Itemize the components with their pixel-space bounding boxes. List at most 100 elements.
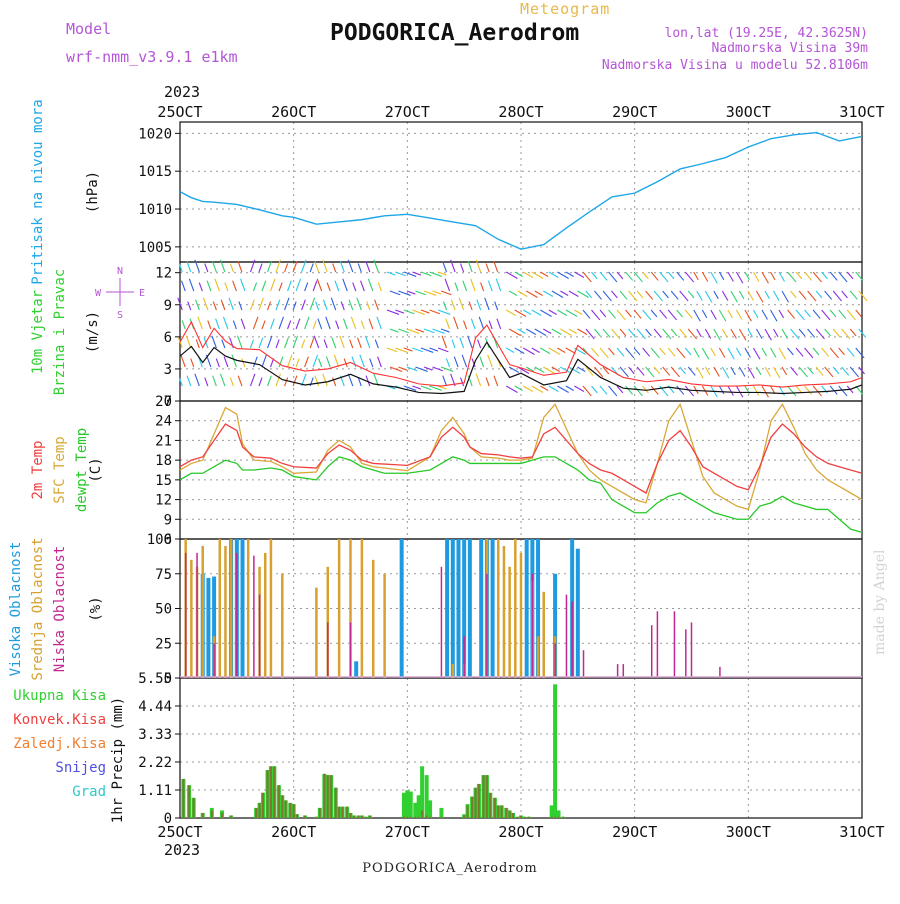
wind-barb (403, 385, 417, 391)
cloud-low-bar (656, 611, 659, 678)
y-tick-label: 21 (155, 433, 172, 449)
wind-barb (314, 261, 320, 273)
y-tick-label: 3 (164, 362, 172, 378)
precip-conv-bar (485, 775, 488, 818)
wind-barb (565, 271, 574, 277)
wind-barb (684, 309, 693, 319)
wind-barb (365, 261, 371, 273)
y-tick-label: 0 (164, 394, 172, 410)
wind-barb (187, 301, 192, 311)
wind-barb (701, 309, 708, 319)
wind-barb (236, 335, 243, 349)
precip-conv-bar (429, 816, 432, 818)
wind-barb (231, 354, 237, 368)
wind-barb (415, 366, 428, 372)
wind-barb (761, 347, 767, 357)
cloud-mid-bar (371, 559, 375, 678)
wind-barb (368, 318, 374, 330)
wind-barb (186, 261, 192, 273)
wind-barb (696, 290, 703, 301)
wind-barb (357, 263, 362, 273)
wind-barb (704, 366, 711, 376)
wind-barb (718, 385, 725, 395)
wind-barb (525, 366, 535, 372)
wind-barb (177, 337, 183, 349)
wind-barb (301, 299, 306, 311)
precip-conv-bar (318, 807, 321, 818)
wind-barb (462, 280, 468, 292)
wind-barb (798, 290, 807, 300)
wind-barb (684, 385, 695, 397)
y-tick-label: 1010 (138, 202, 172, 218)
wind-barb (582, 271, 592, 283)
wind-barb (608, 271, 618, 283)
wind-barb (423, 290, 437, 296)
wind-barb (398, 366, 408, 371)
wind-barb (582, 309, 591, 319)
y-tick-label: 0 (164, 811, 172, 827)
wind-barb (804, 271, 813, 281)
wind-barb (676, 347, 686, 359)
wind-barb (301, 259, 307, 273)
precip-conv-bar (466, 805, 469, 818)
wind-barb (350, 316, 357, 330)
wind-barb (557, 385, 569, 393)
cloud-mid-bar (502, 545, 506, 678)
wind-barb (440, 328, 450, 333)
wind-axis-subtitle: Brzina i Pravac (52, 269, 68, 395)
wind-barb (744, 309, 752, 322)
wind-barb (322, 259, 328, 273)
wind-barb (287, 354, 293, 368)
wind-barb (787, 309, 796, 319)
wind-barb (343, 358, 348, 368)
wind-barb (258, 263, 263, 273)
cloud-low-bar (258, 594, 261, 678)
wind-barb (339, 335, 345, 349)
precip-conv-bar (201, 812, 204, 818)
precip-conv-bar (304, 815, 307, 818)
wind-barb (374, 299, 379, 311)
footer-title: PODGORICA_Aerodrom (362, 861, 538, 876)
wind-barb (406, 366, 418, 372)
wind-barb (258, 377, 263, 387)
cloud-low-axis-title: Niska Oblacnost (52, 546, 68, 672)
cloud-unit-label: (%) (88, 596, 104, 621)
precip-legend-item: Zaledj.Kisa (13, 736, 106, 752)
wind-barb (301, 339, 306, 349)
y-tick-label: 6 (164, 330, 172, 346)
wind-barb (412, 309, 425, 315)
wind-barb (312, 354, 319, 368)
precip-conv-bar (357, 815, 360, 818)
precip-conv-bar (557, 816, 560, 818)
cloud-high-bar (450, 539, 455, 678)
cloud-low-bar (571, 601, 573, 678)
wind-barb (185, 335, 192, 349)
wind-barb (178, 377, 183, 387)
wind-barb (534, 290, 543, 296)
wind-barb (475, 259, 482, 273)
wind-barb (493, 375, 499, 387)
wind-barb (453, 356, 459, 368)
compass-icon: N S E W (95, 266, 145, 321)
wind-barb (636, 366, 645, 376)
wind-barb (517, 366, 530, 374)
wind-barb (662, 366, 671, 376)
wind-barb (642, 309, 652, 321)
wind-barb (534, 328, 547, 336)
wind-barb (841, 328, 851, 340)
wind-barb (480, 282, 485, 292)
precip-legend-item: Grad (72, 784, 106, 800)
wind-barb (574, 309, 583, 315)
wind-barb (211, 335, 217, 349)
temp-unit-label: (C) (88, 457, 104, 482)
wind-barb (450, 299, 456, 311)
wind-barb (713, 366, 720, 377)
wind-barb (258, 337, 264, 349)
wind-barb (442, 375, 448, 387)
wind-barb (713, 328, 721, 341)
wind-barb (323, 339, 328, 349)
wind-barb (398, 290, 411, 296)
precip-conv-bar (230, 815, 233, 818)
wind-barb (270, 358, 275, 368)
wind-barb (795, 309, 805, 321)
